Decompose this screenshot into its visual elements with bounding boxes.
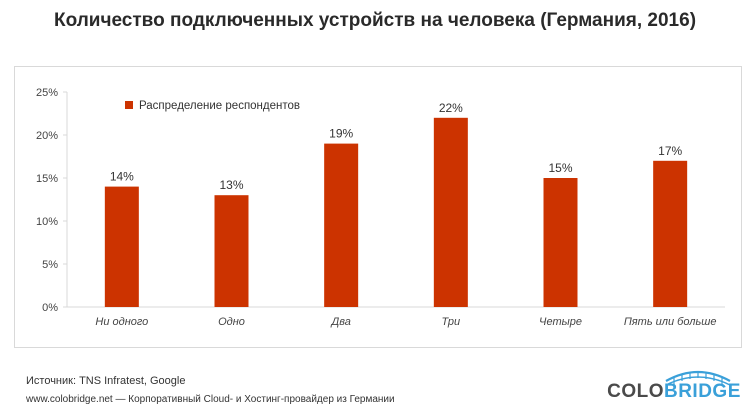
y-tick-label: 25% [36,87,58,99]
legend-swatch [125,101,133,109]
logo-wordmark: COLOBRIDGE [604,381,744,403]
x-tick-label: Три [442,316,461,328]
bar [214,195,249,307]
logo-text-colo: COLO [607,381,664,402]
chart-frame [14,66,742,348]
site-link[interactable]: www.colobridge.net — Корпоративный Cloud… [26,394,395,405]
bar-chart: 0% 5% 10% 15% 20% 25% 14% 13% 19% 22% 15% 17% Ни о… [36,87,725,328]
data-label: 14% [110,170,134,184]
source-note: Источник: TNS Infratest, Google [26,375,186,387]
bridge-icon [665,371,731,386]
x-tick-label: Пять или больше [624,316,717,328]
chart-title: Количество подключенных устройств на чел… [53,10,697,31]
bar [324,143,359,307]
x-tick-label: Одно [218,316,245,328]
data-label: 13% [219,178,243,192]
bar [104,186,139,307]
data-label: 15% [548,161,572,175]
y-tick-label: 15% [36,173,58,185]
x-tick-label: Два [329,316,350,328]
legend-label: Распределение респондентов [139,100,300,112]
y-tick-label: 0% [42,302,58,314]
y-tick-label: 20% [36,130,58,142]
bar [543,178,578,307]
logo-text-bridge: BRIDGE [663,381,741,402]
data-label: 17% [658,144,682,158]
y-tick-label: 5% [42,259,58,271]
y-tick-label: 10% [36,216,58,228]
bar [653,160,688,307]
x-tick-label: Четыре [539,316,582,328]
x-tick-label: Ни одного [95,316,148,328]
data-label: 22% [439,101,463,115]
bar [433,117,468,307]
colobridge-logo[interactable]: COLOBRIDGE [604,367,744,407]
data-label: 19% [329,127,353,141]
